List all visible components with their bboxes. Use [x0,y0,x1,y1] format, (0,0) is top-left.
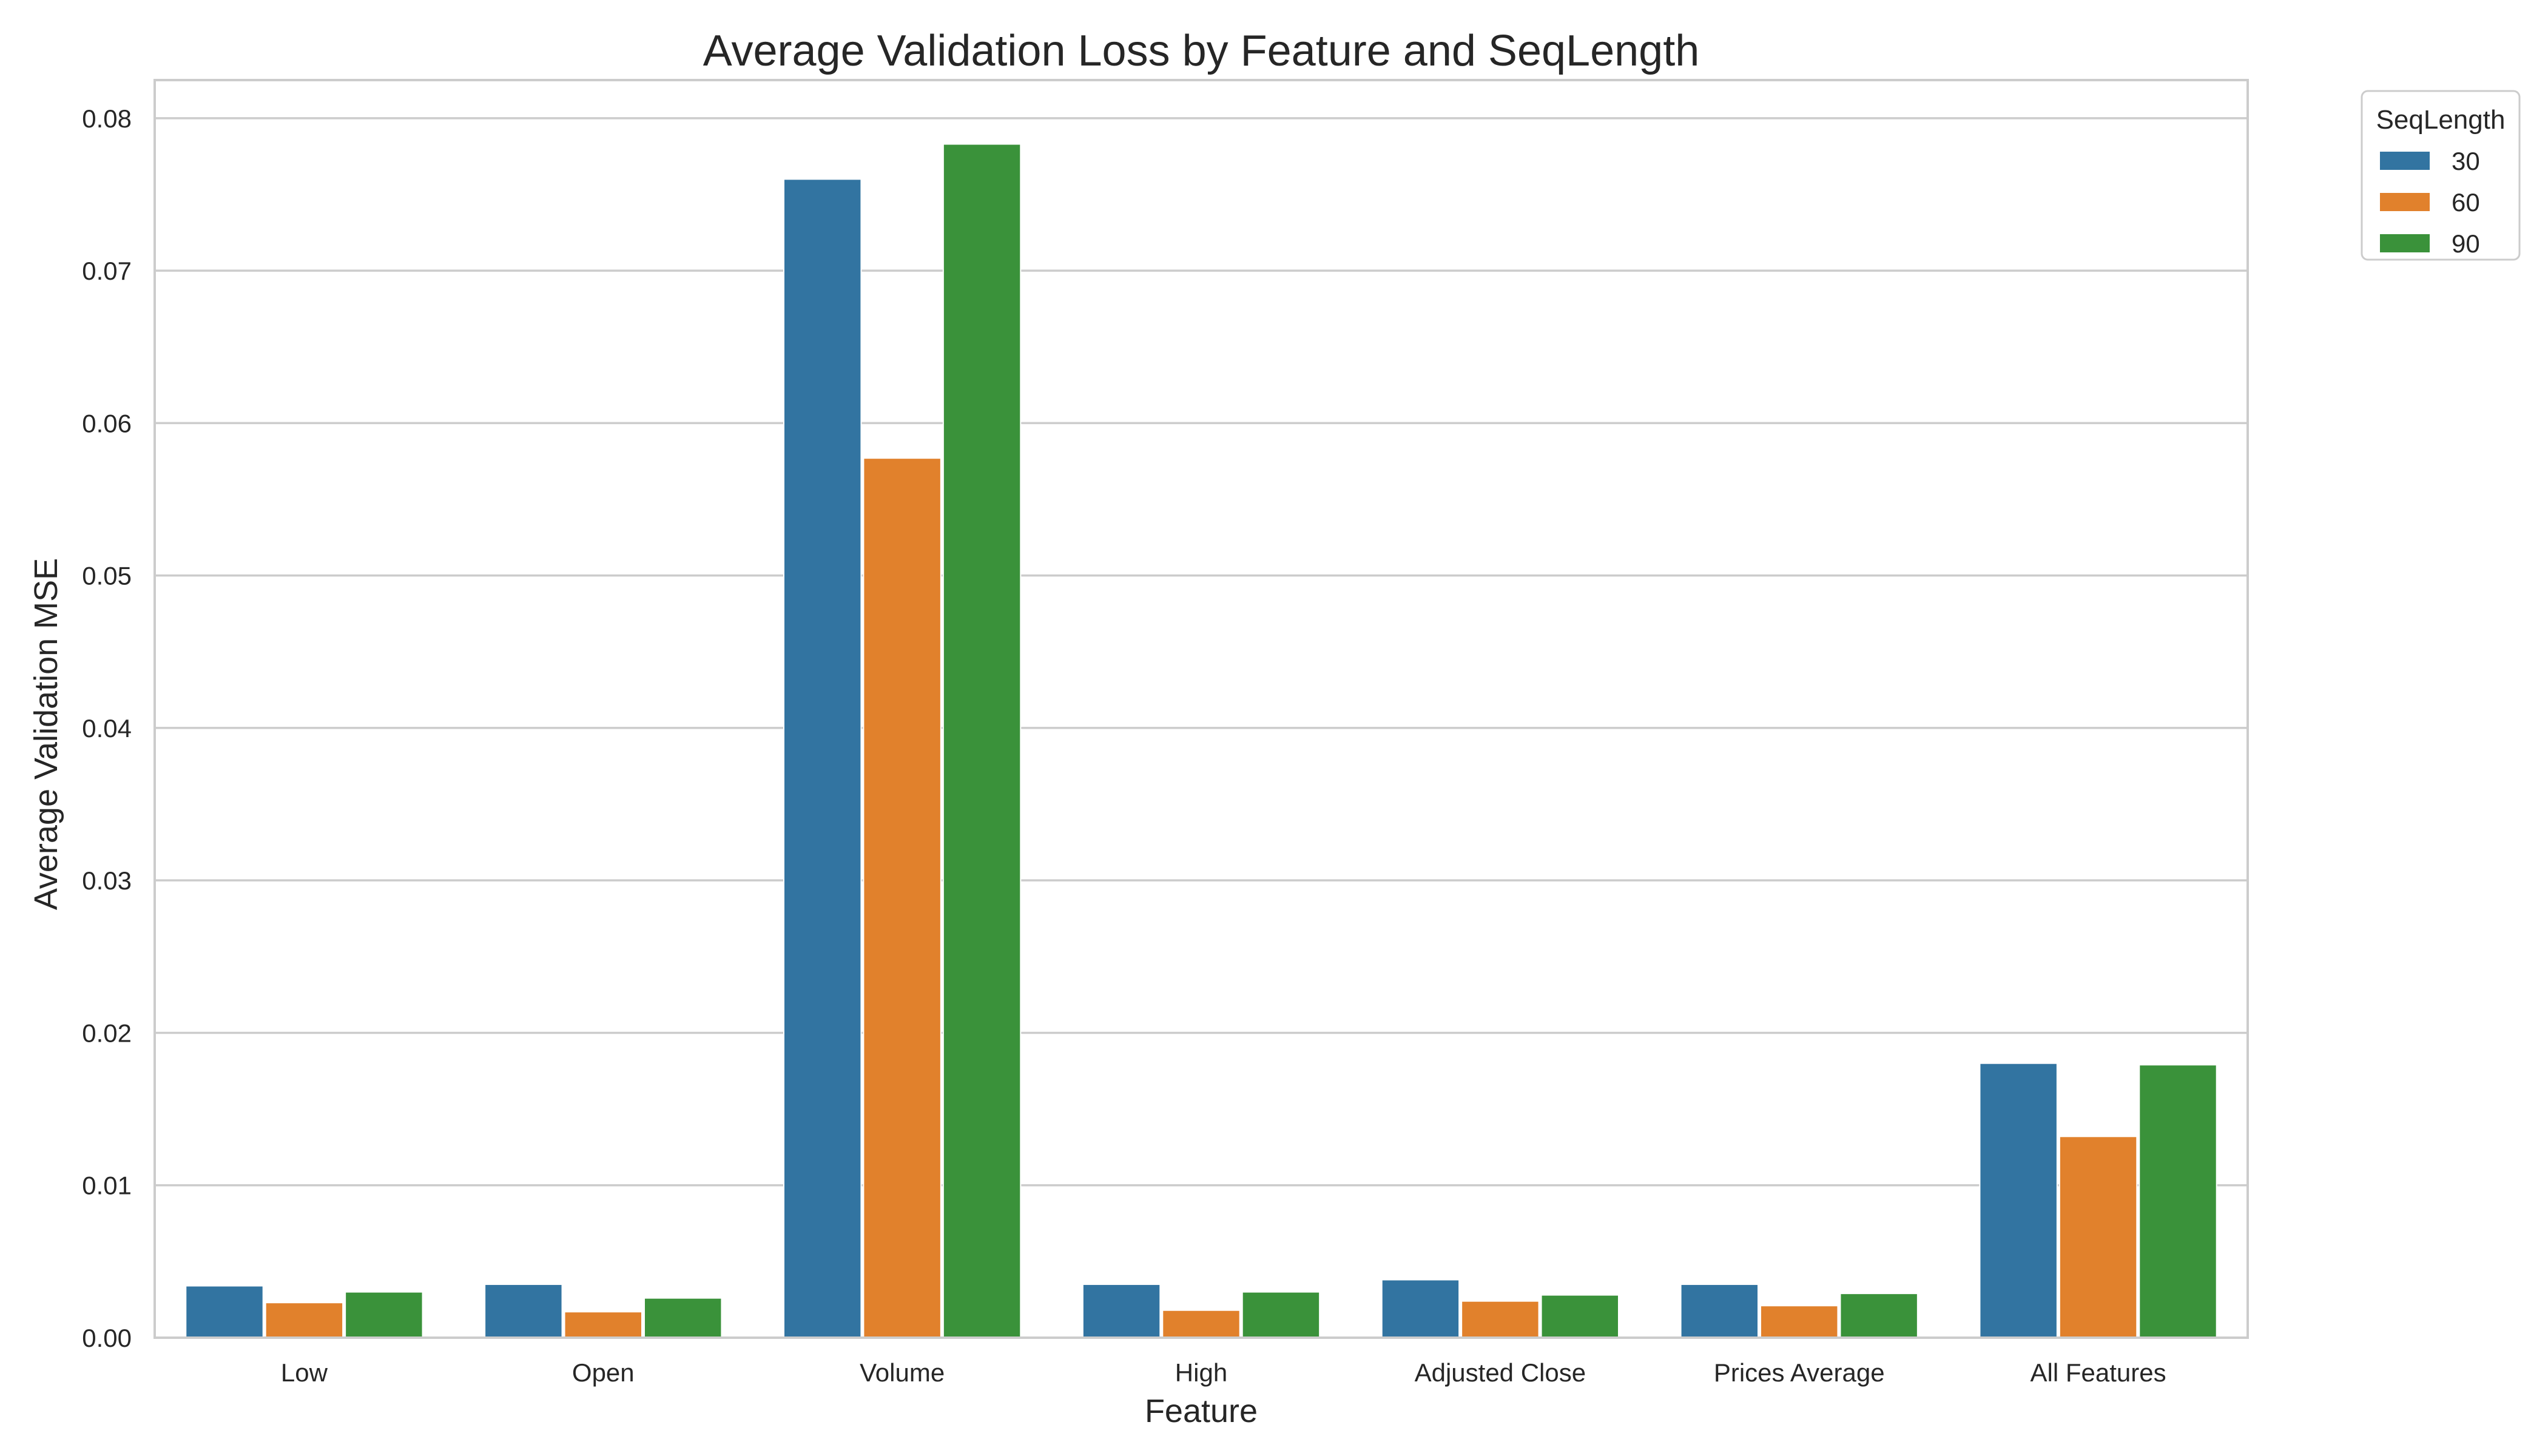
x-tick-label: Adjusted Close [1415,1358,1586,1387]
legend-label-60: 60 [2452,188,2480,217]
bar-volume-60 [863,457,942,1338]
bar-prices-average-30 [1680,1284,1759,1338]
bar-high-90 [1241,1291,1321,1338]
bar-all-features-90 [2138,1064,2217,1338]
bar-all-features-60 [2058,1136,2138,1338]
y-tick-labels: 0.00 0.01 0.02 0.03 0.04 0.05 0.06 0.07 0.08 [82,104,132,1352]
legend-frame [2361,90,2521,261]
y-axis-label: Average Validation MSE [28,558,64,910]
legend-swatch-30 [2380,152,2430,170]
bar-high-30 [1082,1284,1161,1338]
x-axis-label: Feature [1145,1393,1258,1429]
legend-label-90: 90 [2452,229,2480,258]
legend-swatch-90 [2380,234,2430,252]
y-tick-label: 0.08 [82,104,132,133]
bar-adjusted-close-90 [1540,1294,1620,1338]
y-tick-label: 0.00 [82,1324,132,1352]
legend-swatch-60 [2380,193,2430,211]
x-tick-label: Low [281,1358,328,1387]
y-tick-label: 0.04 [82,714,132,743]
bar-adjusted-close-30 [1381,1279,1460,1338]
bars [185,143,2217,1339]
y-tick-label: 0.02 [82,1019,132,1047]
bar-all-features-30 [1979,1062,2058,1339]
chart-title: Average Validation Loss by Feature and S… [703,27,1700,75]
bar-open-90 [644,1297,723,1339]
x-tick-label: Open [572,1358,635,1387]
bar-open-60 [564,1311,642,1339]
legend-label-30: 30 [2452,147,2480,175]
bar-low-30 [185,1285,264,1339]
y-tick-label: 0.03 [82,866,132,895]
bar-adjusted-close-60 [1461,1300,1540,1339]
y-tick-label: 0.06 [82,409,132,437]
bar-volume-30 [783,178,862,1338]
y-tick-label: 0.01 [82,1171,132,1200]
bar-prices-average-90 [1839,1293,1918,1338]
x-tick-label: Prices Average [1714,1358,1885,1387]
x-tick-label: Volume [860,1358,945,1387]
legend: SeqLength 30 60 90 [2361,90,2521,261]
bar-low-90 [345,1291,423,1338]
bar-prices-average-60 [1760,1305,1839,1338]
bar-volume-90 [942,143,1022,1338]
x-tick-label: High [1175,1358,1227,1387]
x-tick-label: All Features [2031,1358,2166,1387]
bar-open-30 [484,1284,563,1338]
y-tick-label: 0.07 [82,257,132,285]
plot-frame [153,79,2249,1339]
bar-low-60 [265,1302,344,1339]
legend-title: SeqLength [2376,105,2506,135]
x-tick-labels: Low Open Volume High Adjusted Close Prices Av… [281,1358,2166,1387]
y-tick-label: 0.05 [82,562,132,590]
bar-high-60 [1162,1309,1241,1339]
